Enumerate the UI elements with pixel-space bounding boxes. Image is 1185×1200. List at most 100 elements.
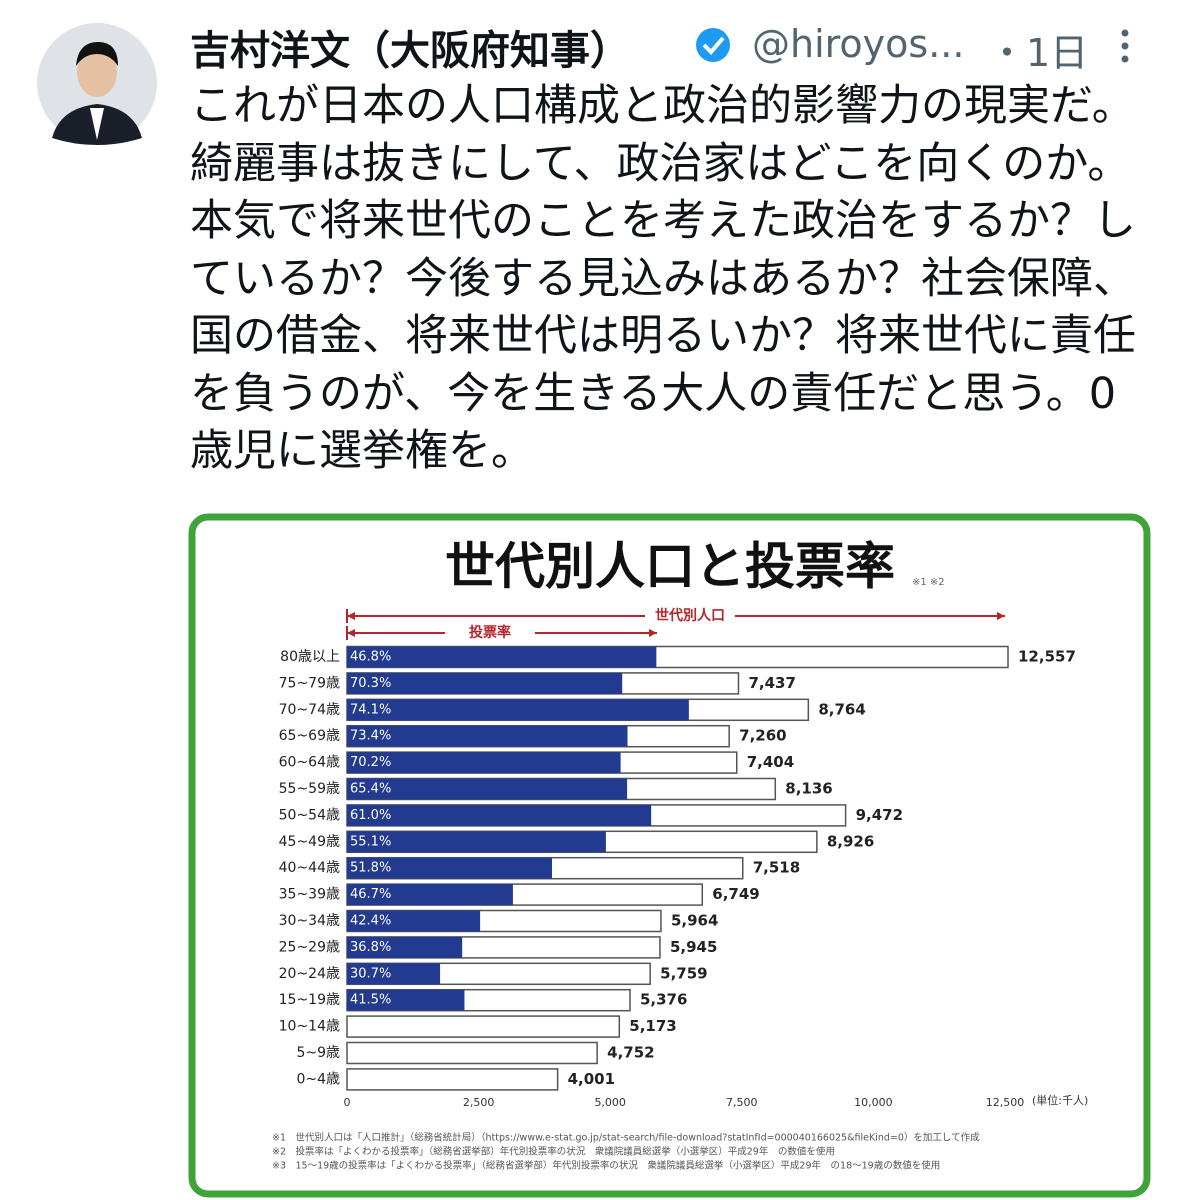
- rate-label: 46.7%: [350, 887, 391, 902]
- rate-label: 36.8%: [350, 940, 391, 955]
- menu-dot: [1121, 29, 1129, 37]
- verified-badge: [696, 28, 730, 62]
- y-tick-label: 55~59歳: [279, 781, 340, 797]
- population-bar: [346, 1041, 598, 1065]
- population-label: 7,260: [739, 727, 786, 745]
- x-tick-label: 10,000: [854, 1096, 893, 1109]
- population-label: 5,945: [670, 938, 717, 956]
- rate-label: 51.8%: [350, 861, 391, 876]
- voter-bar: [347, 672, 623, 694]
- tweet-text: これが日本の人口構成と政治的影響力の現実だ。綺麗事は抜きにして、政治家はどこを向…: [190, 81, 1136, 476]
- rate-label: 70.3%: [350, 676, 391, 691]
- voter-bar: [347, 646, 657, 668]
- avatar-shirt: [90, 108, 104, 140]
- voter-bar: [347, 857, 552, 879]
- voter-bar: [347, 963, 441, 985]
- x-tick-label: 0: [344, 1096, 351, 1109]
- avatar-face: [77, 47, 117, 97]
- legend-label: 世代別人口: [655, 607, 725, 624]
- legend-label-bg: [645, 607, 735, 625]
- population-label: 5,173: [629, 1017, 676, 1035]
- x-tick-label: 7,500: [726, 1096, 758, 1109]
- y-tick-label: 35~39歳: [279, 887, 340, 903]
- population-label: 6,749: [712, 885, 759, 903]
- rate-label: 65.4%: [350, 782, 391, 797]
- y-tick-label: 70~74歳: [279, 702, 340, 718]
- population-label: 7,404: [747, 753, 794, 771]
- badge-circle: [696, 28, 730, 62]
- y-tick-label: 60~64歳: [279, 755, 340, 771]
- y-tick-label: 75~79歳: [279, 675, 340, 691]
- legend-label-bg: [445, 624, 535, 642]
- y-tick-label: 65~69歳: [279, 728, 340, 744]
- rate-label: 73.4%: [350, 729, 391, 744]
- y-tick-label: 10~14歳: [279, 1019, 340, 1035]
- footnote: ※3 15〜19歳の投票率は「よくわかる投票率」（総務省選挙部）年代別投票率の状…: [272, 1160, 940, 1172]
- population-label: 7,437: [748, 674, 795, 692]
- menu-dot: [1121, 42, 1129, 50]
- y-tick-label: 40~44歳: [279, 860, 340, 876]
- y-tick-label: 20~24歳: [279, 966, 340, 982]
- population-label: 5,759: [660, 964, 707, 982]
- voter-bar: [347, 778, 628, 800]
- avatar[interactable]: [37, 23, 157, 145]
- voter-bar: [347, 884, 513, 906]
- population-label: 8,926: [827, 832, 874, 850]
- rate-label: 42.4%: [350, 914, 391, 929]
- rate-label: 46.8%: [350, 650, 391, 665]
- population-label: 8,764: [818, 700, 865, 718]
- timestamp[interactable]: ・1日: [988, 31, 1089, 75]
- unit-label: (単位:千人): [1032, 1093, 1088, 1107]
- y-tick-label: 30~34歳: [279, 913, 340, 929]
- menu-dot: [1121, 55, 1129, 63]
- y-tick-label: 80歳以上: [280, 649, 340, 665]
- voter-bar: [347, 936, 463, 958]
- voter-bar: [347, 989, 465, 1011]
- population-label: 5,376: [640, 991, 687, 1009]
- footnote: ※1 世代別人口は「人口推計」（総務省統計局）（https://www.e-st…: [272, 1132, 980, 1144]
- population-bar: [346, 1068, 559, 1091]
- rate-label: 30.7%: [350, 966, 391, 981]
- x-tick-label: 2,500: [463, 1096, 495, 1109]
- author-name[interactable]: 吉村洋文（大阪府知事）: [190, 28, 630, 74]
- more-menu[interactable]: [1121, 29, 1129, 63]
- population-label: 9,472: [856, 806, 903, 824]
- rate-label: 74.1%: [350, 702, 391, 717]
- population-label: 7,518: [753, 859, 800, 877]
- population-bar: [346, 1015, 621, 1038]
- y-tick-label: 0~4歳: [296, 1071, 340, 1087]
- rate-label: 70.2%: [350, 755, 391, 770]
- chart-title: 世代別人口と投票率: [445, 538, 895, 596]
- author-handle[interactable]: @hiroyos...: [752, 22, 965, 66]
- avatar-hair: [76, 42, 118, 66]
- bar-note: ※3: [467, 996, 480, 1006]
- badge-check: [702, 36, 725, 55]
- legend-label: 投票率: [469, 624, 511, 641]
- y-tick-label: 25~29歳: [279, 939, 340, 955]
- voter-bar: [347, 804, 652, 826]
- footnote: ※2 投票率は「よくわかる投票率」（総務省選挙部）年代別投票率の状況 衆議院議員…: [272, 1146, 835, 1158]
- rate-label: 61.0%: [350, 808, 391, 823]
- y-tick-label: 15~19歳: [279, 992, 340, 1008]
- voter-bar: [347, 831, 606, 853]
- population-label: 4,001: [568, 1070, 615, 1088]
- y-tick-label: 50~54歳: [279, 807, 340, 823]
- voter-bar: [347, 752, 621, 774]
- population-label: 12,557: [1018, 648, 1076, 666]
- rate-label: 55.1%: [350, 834, 391, 849]
- voter-bar: [347, 699, 689, 721]
- title-note: ※1 ※2: [912, 577, 945, 588]
- y-tick-label: 45~49歳: [279, 834, 340, 850]
- rate-label: 41.5%: [350, 993, 391, 1008]
- voter-bar: [347, 725, 628, 747]
- voter-bar: [347, 910, 481, 932]
- x-tick-label: 5,000: [594, 1096, 626, 1109]
- x-tick-label: 12,500: [986, 1096, 1025, 1109]
- population-label: 8,136: [785, 780, 832, 798]
- population-label: 4,752: [607, 1044, 654, 1062]
- population-label: 5,964: [671, 912, 718, 930]
